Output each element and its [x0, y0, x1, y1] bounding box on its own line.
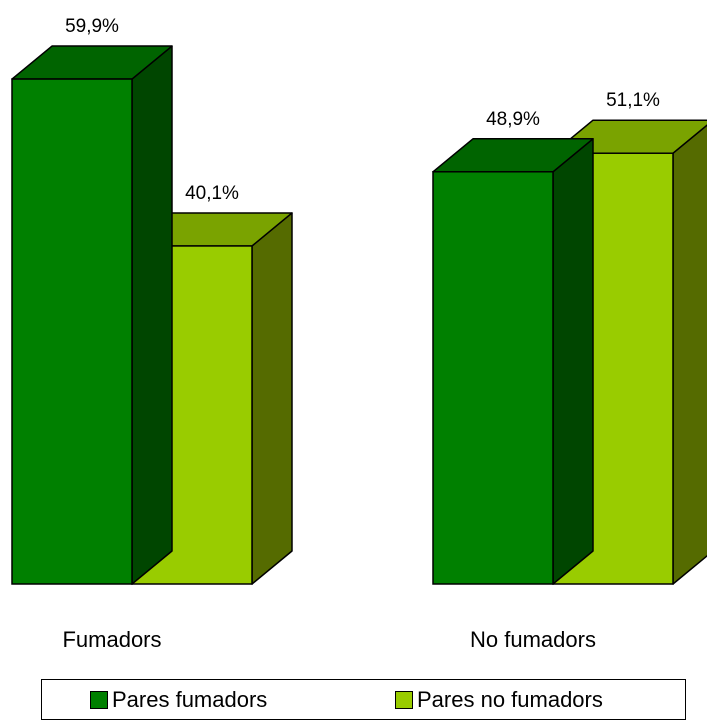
bar-fumadors-pares-fumadors-front: [11, 78, 133, 585]
category-label-fumadors: Fumadors: [62, 627, 161, 652]
data-label-no-fumadors-pares-no-fumadors: 51,1%: [606, 90, 660, 111]
bar-fumadors-pares-fumadors-side: [131, 45, 173, 585]
legend: Pares fumadors Pares no fumadors: [41, 679, 686, 720]
bar-fumadors-pares-fumadors: [11, 45, 173, 585]
data-label-no-fumadors-pares-fumadors: 48,9%: [486, 109, 540, 130]
bar-no-fumadors-pares-fumadors-front: [432, 171, 554, 585]
data-label-fumadors-pares-no-fumadors: 40,1%: [185, 183, 239, 204]
bar-no-fumadors-pares-fumadors-side: [552, 138, 594, 585]
legend-item-pares-no-fumadors: Pares no fumadors: [395, 688, 603, 712]
data-label-fumadors-pares-fumadors: 59,9%: [65, 16, 119, 37]
legend-item-pares-fumadors: Pares fumadors: [90, 688, 267, 712]
category-label-no-fumadors: No fumadors: [470, 627, 596, 652]
bar-fumadors-pares-no-fumadors-side: [251, 212, 293, 585]
legend-swatch-pares-fumadors: [90, 691, 108, 709]
bar-no-fumadors-pares-fumadors: [432, 138, 594, 585]
legend-swatch-pares-no-fumadors: [395, 691, 413, 709]
legend-label-pares-no-fumadors: Pares no fumadors: [417, 687, 603, 712]
legend-label-pares-fumadors: Pares fumadors: [112, 687, 268, 712]
bar-no-fumadors-pares-no-fumadors-side: [672, 124, 707, 585]
